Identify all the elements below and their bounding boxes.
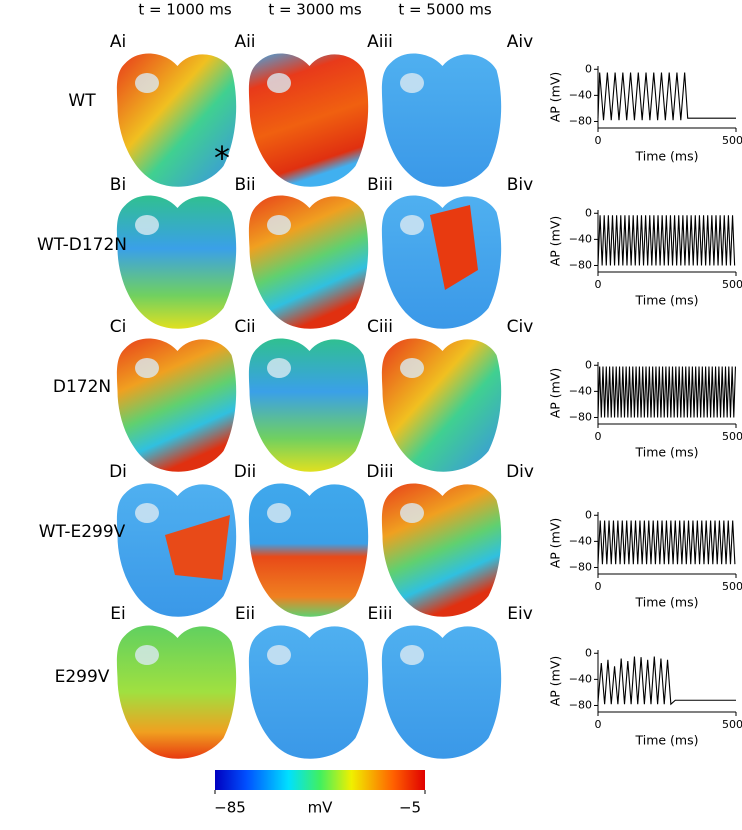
- panel-label: Eiii: [368, 604, 393, 624]
- heart-panel: [381, 53, 502, 187]
- x-tick-label: 5000: [722, 580, 742, 593]
- y-tick-label: −40: [569, 672, 592, 685]
- x-tick-label: 5000: [722, 278, 742, 291]
- x-tick-label: 5000: [722, 718, 742, 731]
- panel-label: Ei: [110, 604, 125, 624]
- panel-label: Dii: [234, 462, 257, 482]
- heart-panel: [381, 338, 502, 472]
- y-tick-label: −40: [569, 384, 592, 397]
- x-axis-label: Time (ms): [634, 733, 698, 748]
- heart-panel: [381, 195, 502, 329]
- panel-label: Eii: [235, 604, 255, 624]
- ap-trace: [597, 656, 736, 706]
- y-tick-label: −80: [569, 698, 592, 711]
- x-tick-label: 5000: [722, 134, 742, 147]
- colorbar-tick-label: −85: [214, 799, 246, 817]
- panel-label: Di: [109, 462, 127, 482]
- y-tick-label: 0: [585, 646, 592, 659]
- y-tick-label: −40: [569, 88, 592, 101]
- x-axis-label: Time (ms): [634, 149, 698, 164]
- panel-label: Biv: [507, 175, 533, 195]
- x-axis-label: Time (ms): [634, 293, 698, 308]
- panel-label: Bii: [234, 175, 255, 195]
- activation-patch: [430, 205, 478, 290]
- y-tick-label: 0: [585, 508, 592, 521]
- panel-label: Aiii: [367, 32, 393, 52]
- panel-label: Aiv: [507, 32, 533, 52]
- y-axis-label: AP (mV): [548, 656, 563, 707]
- x-tick-label: 0: [595, 278, 602, 291]
- panel-label: Ci: [110, 317, 127, 337]
- row-label: WT-E299V: [39, 522, 126, 542]
- heart-panel: [248, 625, 369, 759]
- colorbar-tick-label: −5: [399, 799, 421, 817]
- heart-panel: [116, 195, 237, 329]
- x-axis-label: Time (ms): [634, 445, 698, 460]
- colorbar: [215, 770, 425, 790]
- panel-label: Div: [506, 462, 534, 482]
- y-tick-label: −80: [569, 410, 592, 423]
- heart-panel: [116, 53, 237, 187]
- column-header: t = 5000 ms: [398, 1, 492, 19]
- y-axis-label: AP (mV): [548, 216, 563, 267]
- y-tick-label: 0: [585, 358, 592, 371]
- heart-panel: [116, 625, 237, 759]
- x-tick-label: 0: [595, 580, 602, 593]
- row-label: E299V: [55, 667, 110, 687]
- x-tick-label: 0: [595, 134, 602, 147]
- heart-panel: [248, 195, 369, 329]
- heart-panel: [116, 338, 237, 472]
- activation-patch: [165, 515, 230, 580]
- heart-panel: [248, 338, 369, 472]
- panel-label: Ciii: [367, 317, 393, 337]
- panel-label: Ai: [110, 32, 126, 52]
- panel-label: Bi: [110, 175, 126, 195]
- row-label: WT: [68, 91, 96, 111]
- column-header: t = 1000 ms: [138, 1, 232, 19]
- ap-trace: [597, 72, 736, 121]
- heart-panel: [381, 625, 502, 759]
- y-tick-label: −40: [569, 534, 592, 547]
- y-tick-label: 0: [585, 62, 592, 75]
- heart-panel: [381, 483, 502, 617]
- y-axis-label: AP (mV): [548, 518, 563, 569]
- heart-panel: [248, 53, 369, 187]
- ap-trace: [597, 520, 736, 565]
- heart-renderings: [116, 53, 502, 759]
- y-axis-label: AP (mV): [548, 72, 563, 123]
- y-axis-label: AP (mV): [548, 368, 563, 419]
- panel-label: Aii: [234, 32, 255, 52]
- column-header: t = 3000 ms: [268, 1, 362, 19]
- panel-label: Cii: [234, 317, 255, 337]
- y-tick-label: 0: [585, 206, 592, 219]
- colorbar-label: mV: [308, 799, 334, 817]
- x-axis-label: Time (ms): [634, 595, 698, 610]
- row-label: D172N: [53, 377, 111, 397]
- heart-panel: [248, 483, 369, 617]
- x-tick-label: 5000: [722, 430, 742, 443]
- ap-trace: [597, 215, 736, 266]
- y-tick-label: −80: [569, 560, 592, 573]
- y-tick-label: −80: [569, 114, 592, 127]
- heart-panel: [116, 483, 237, 617]
- panel-label: Biii: [367, 175, 393, 195]
- y-tick-label: −40: [569, 232, 592, 245]
- panel-label: Civ: [507, 317, 534, 337]
- x-tick-label: 0: [595, 718, 602, 731]
- ap-trace: [597, 366, 736, 418]
- x-tick-label: 0: [595, 430, 602, 443]
- panel-label: Eiv: [507, 604, 533, 624]
- panel-label: Diii: [366, 462, 393, 482]
- stimulus-marker: *: [214, 139, 230, 177]
- y-tick-label: −80: [569, 258, 592, 271]
- row-label: WT-D172N: [37, 235, 127, 255]
